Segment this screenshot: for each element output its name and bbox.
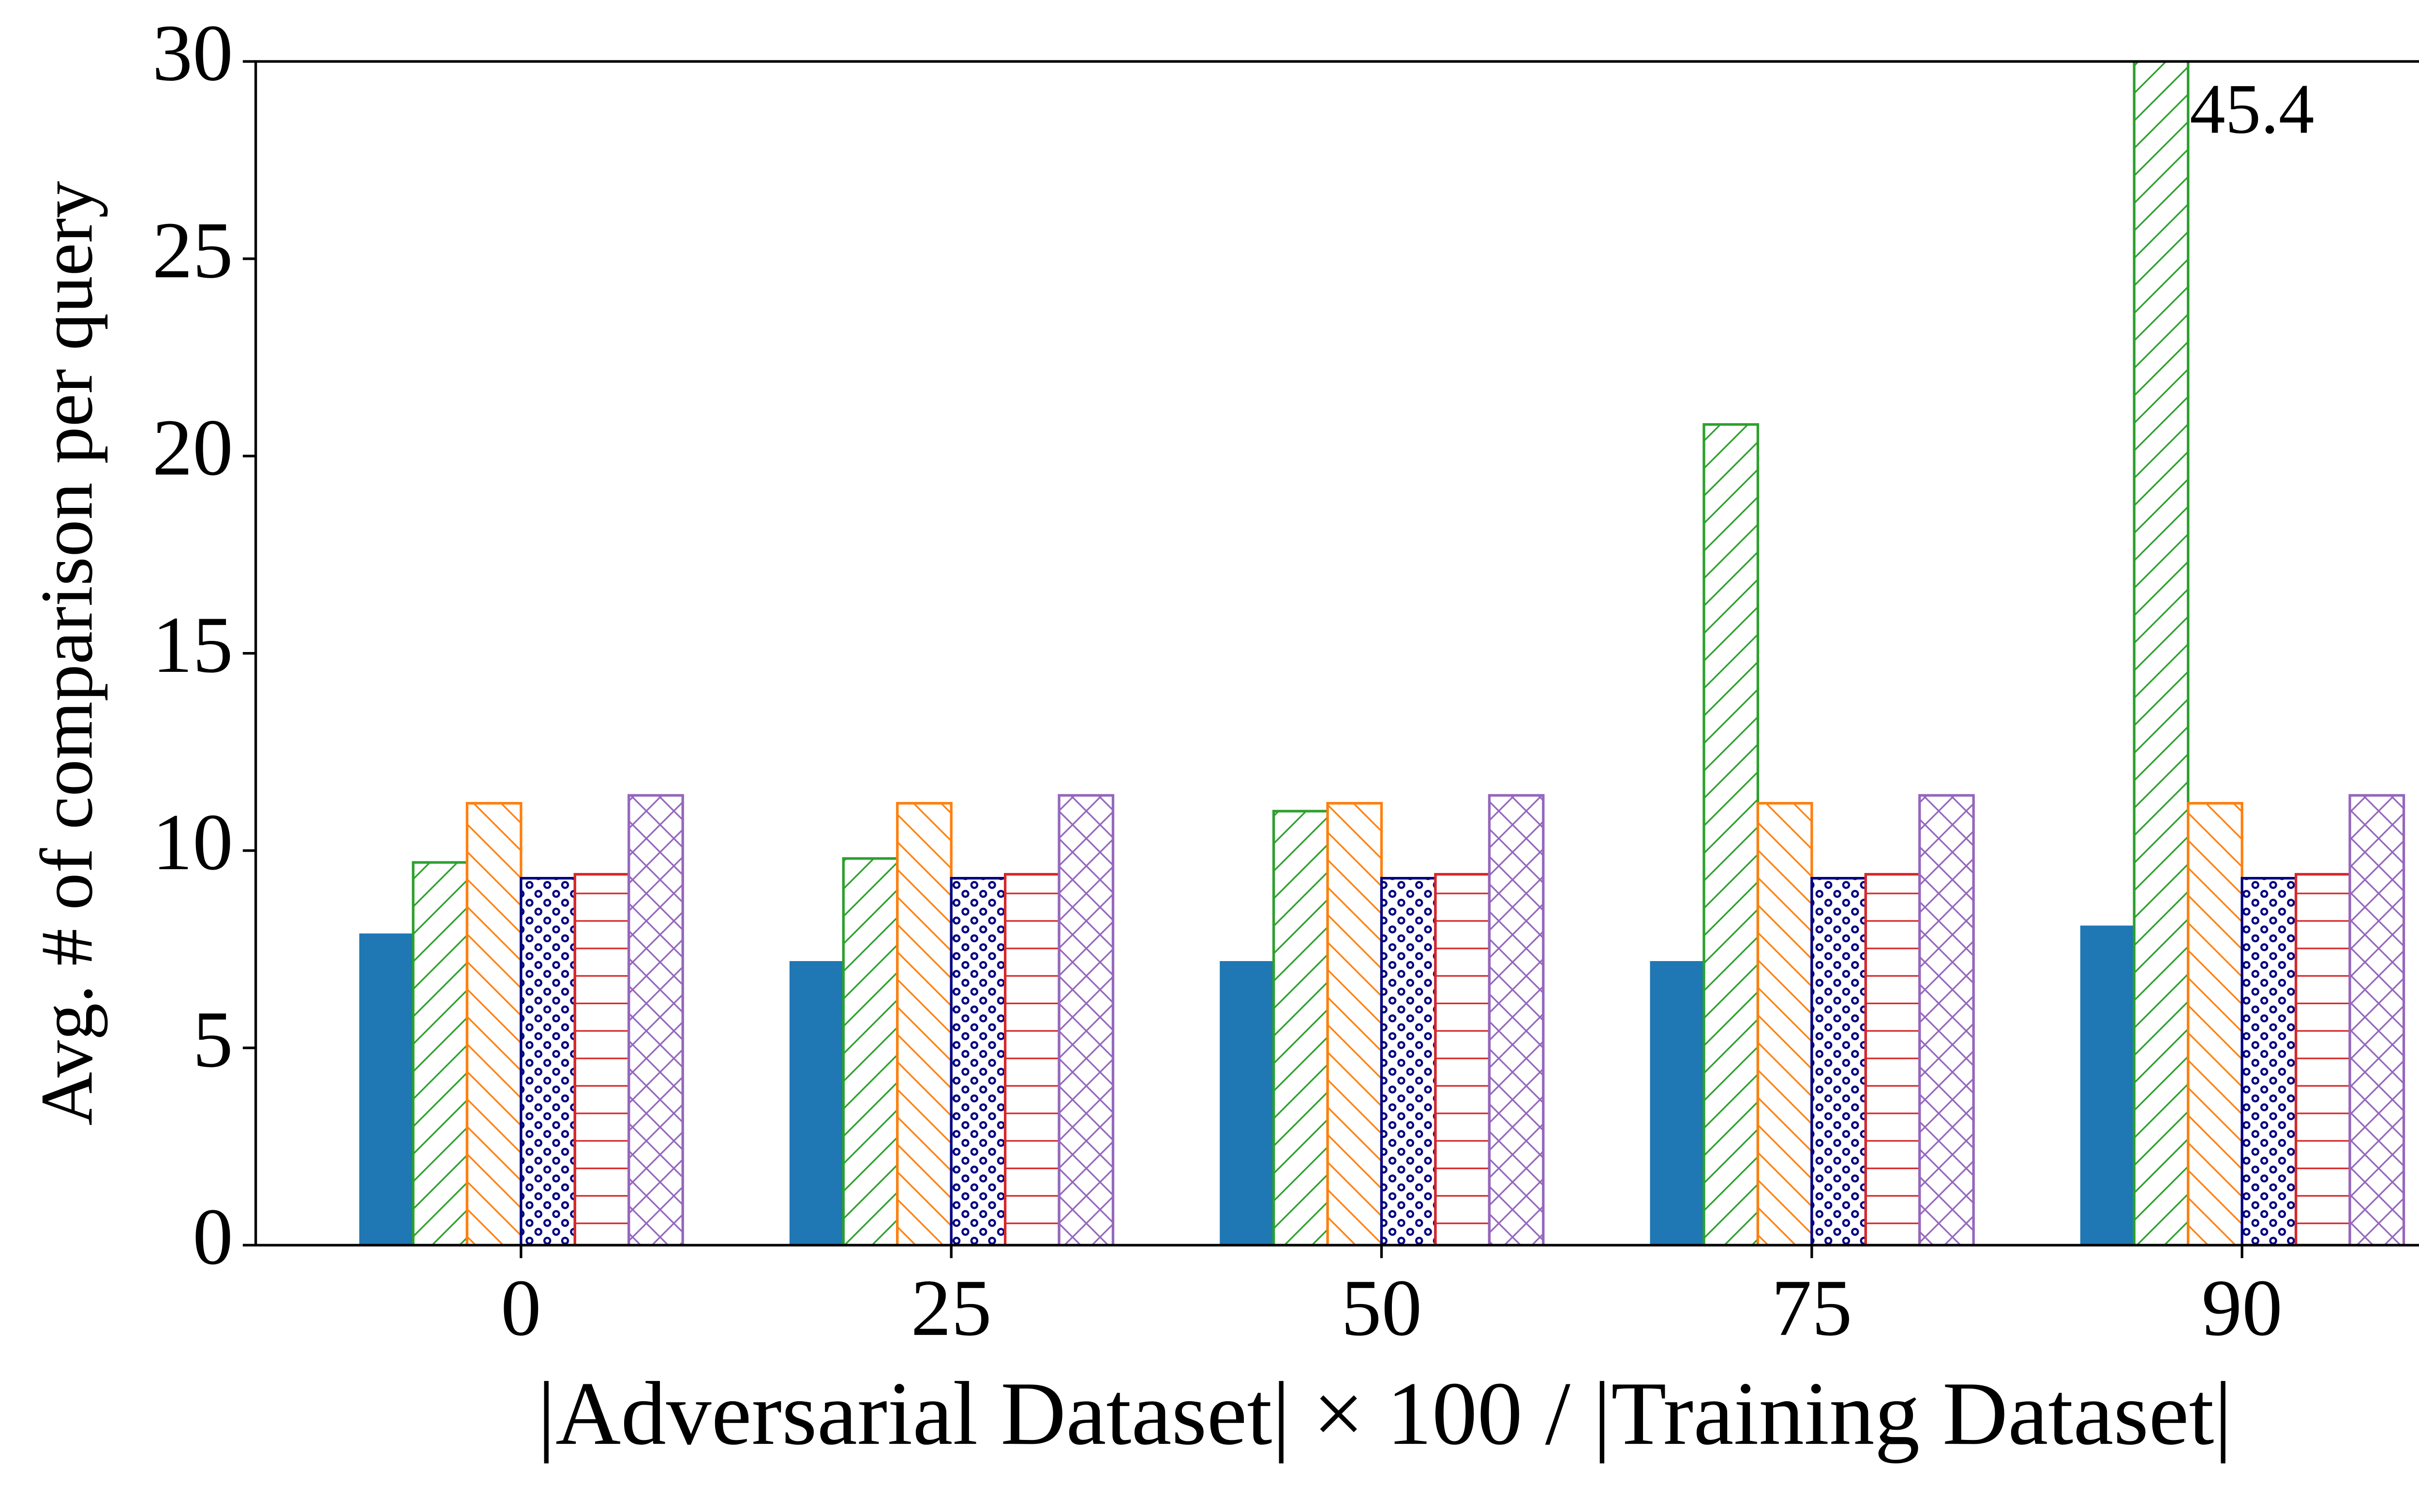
bar [2294,873,2351,1245]
x-tick-label: 75 [1771,1263,1852,1353]
bar [1434,873,1491,1245]
x-tick-label: 50 [1341,1263,1422,1353]
y-axis-label: Avg. # of comparison per query [26,181,108,1126]
bar [1272,810,1329,1245]
bar [1756,802,1813,1245]
bar [573,873,630,1245]
bar [412,861,469,1245]
bar [1650,961,1704,1245]
bar [465,802,523,1245]
y-tick-label: 20 [152,403,233,492]
bar [520,877,577,1245]
bar [1003,873,1060,1245]
bar [2348,794,2405,1245]
y-tick-label: 10 [152,798,233,887]
y-tick-label: 5 [193,995,233,1084]
bar [1810,877,1867,1245]
bar [2080,925,2135,1245]
bar [1220,961,1274,1245]
bar [789,961,844,1245]
bar [627,794,684,1245]
bar [896,802,953,1245]
bar [1918,794,1975,1245]
value-label: 45.4 [2190,69,2314,148]
x-tick-label: 25 [911,1263,992,1353]
y-tick-label: 15 [152,600,233,690]
x-axis-label: |Adversarial Dataset| × 100 / |Training … [538,1364,2232,1464]
bar [359,933,414,1245]
y-tick-label: 0 [193,1192,233,1282]
y-tick-label: 25 [152,206,233,295]
bar [1380,877,1437,1245]
bars [359,61,2405,1245]
bar [1326,802,1383,1245]
bar [842,857,899,1245]
bar [950,877,1007,1245]
bar [1702,423,1760,1245]
bar [1864,873,1921,1245]
bar [2240,877,2298,1245]
x-tick-label: 90 [2202,1263,2283,1353]
bar [1488,794,1545,1245]
bar [2187,802,2243,1245]
y-tick-label: 30 [152,8,233,98]
x-tick-label: 0 [501,1263,541,1353]
bar [1058,794,1115,1245]
bar [2133,61,2190,1245]
